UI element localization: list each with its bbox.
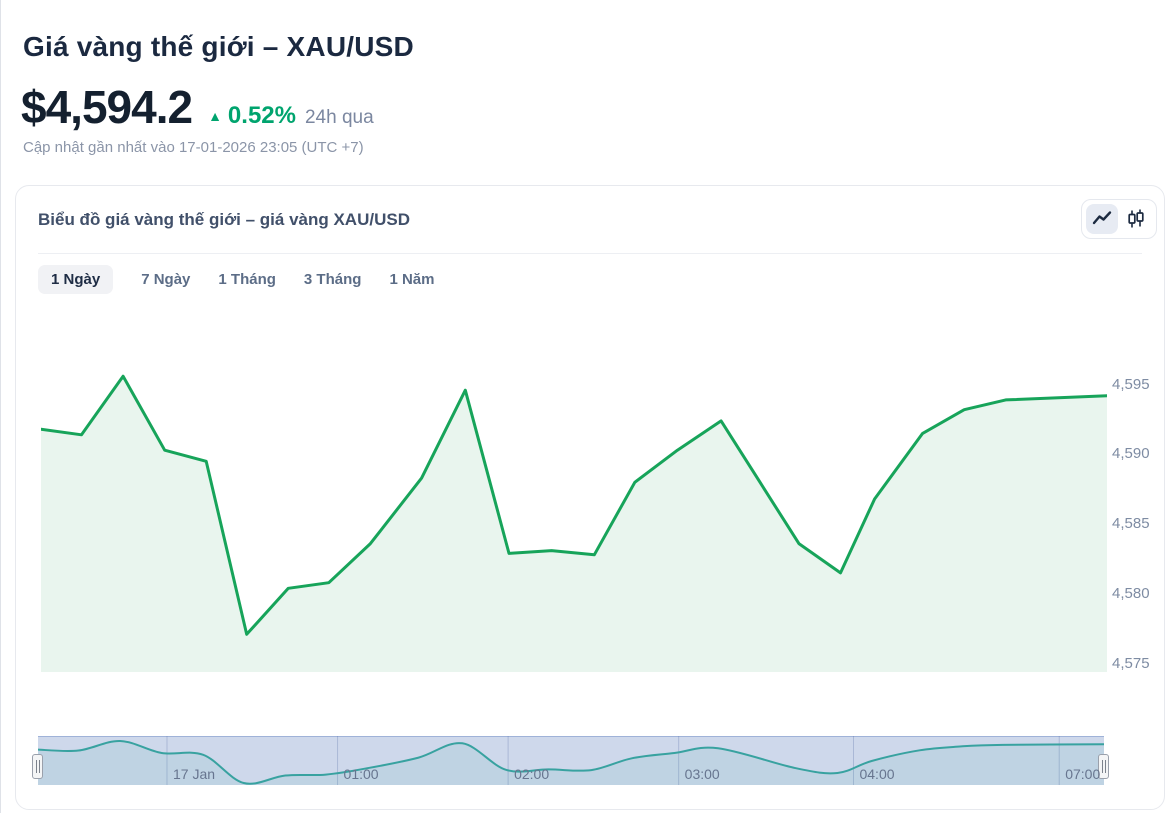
x-axis-label: 02:00 (514, 766, 550, 782)
price-series-line (39, 374, 1109, 636)
y-axis-label: 4,595 (1112, 375, 1150, 393)
price-up-arrow-icon: ▲ (208, 108, 222, 124)
y-axis-label: 4,590 (1112, 445, 1150, 463)
x-axis-label: 04:00 (859, 766, 895, 782)
chart-navigator[interactable]: 17 Jan 01:00 02:00 03:00 04:00 07:00 (32, 736, 1109, 785)
price-change-percent: 0.52% (227, 102, 296, 129)
price-area-chart[interactable] (39, 326, 1109, 672)
card-divider (38, 253, 1142, 254)
x-axis-label: 07:00 (1065, 766, 1101, 782)
candlestick-chart-toggle-button[interactable] (1120, 204, 1152, 234)
y-axis-label: 4,575 (1112, 654, 1150, 672)
price-row: $4,594.2 ▲ 0.52% 24h qua (21, 80, 374, 134)
last-updated-text: Cập nhật gần nhất vào 17-01-2026 23:05 (… (23, 139, 364, 156)
x-axis-label: 01:00 (343, 766, 379, 782)
area-fill (41, 376, 1107, 672)
range-tab-3[interactable]: 1 Tháng (218, 271, 276, 288)
x-axis-label: 17 Jan (172, 766, 216, 782)
range-tab-1[interactable]: 1 Ngày (38, 265, 114, 294)
chart-card-title: Biểu đồ giá vàng thế giới – giá vàng XAU… (38, 210, 410, 229)
navigator-left-handle[interactable] (32, 754, 43, 779)
range-tab-4[interactable]: 3 Tháng (303, 271, 362, 288)
range-tab-5[interactable]: 1 Năm (389, 271, 435, 288)
y-axis-label: 4,580 (1112, 584, 1150, 602)
current-price: $4,594.2 (21, 81, 193, 133)
page-title: Giá vàng thế giới – XAU/USD (23, 30, 414, 62)
line-chart-icon (1092, 211, 1112, 225)
navigator-svg (38, 736, 1104, 785)
x-axis-label: 03:00 (684, 766, 720, 782)
chart-type-toggle (1081, 199, 1157, 239)
line-chart-toggle-button[interactable] (1086, 204, 1118, 234)
navigator-series-line (38, 739, 1104, 785)
y-axis-label: 4,585 (1112, 515, 1150, 533)
navigator-mask[interactable] (38, 736, 1104, 785)
navigator-right-handle[interactable] (1098, 754, 1109, 779)
price-change-period: 24h qua (304, 107, 374, 128)
range-tabs: 1 Ngày 7 Ngày 1 Tháng 3 Tháng 1 Năm (38, 265, 434, 294)
candlestick-icon (1128, 209, 1144, 228)
area-chart-svg (39, 374, 1109, 672)
chart-card: Biểu đồ giá vàng thế giới – giá vàng XAU… (15, 185, 1165, 810)
range-tab-2[interactable]: 7 Ngày (141, 271, 191, 288)
